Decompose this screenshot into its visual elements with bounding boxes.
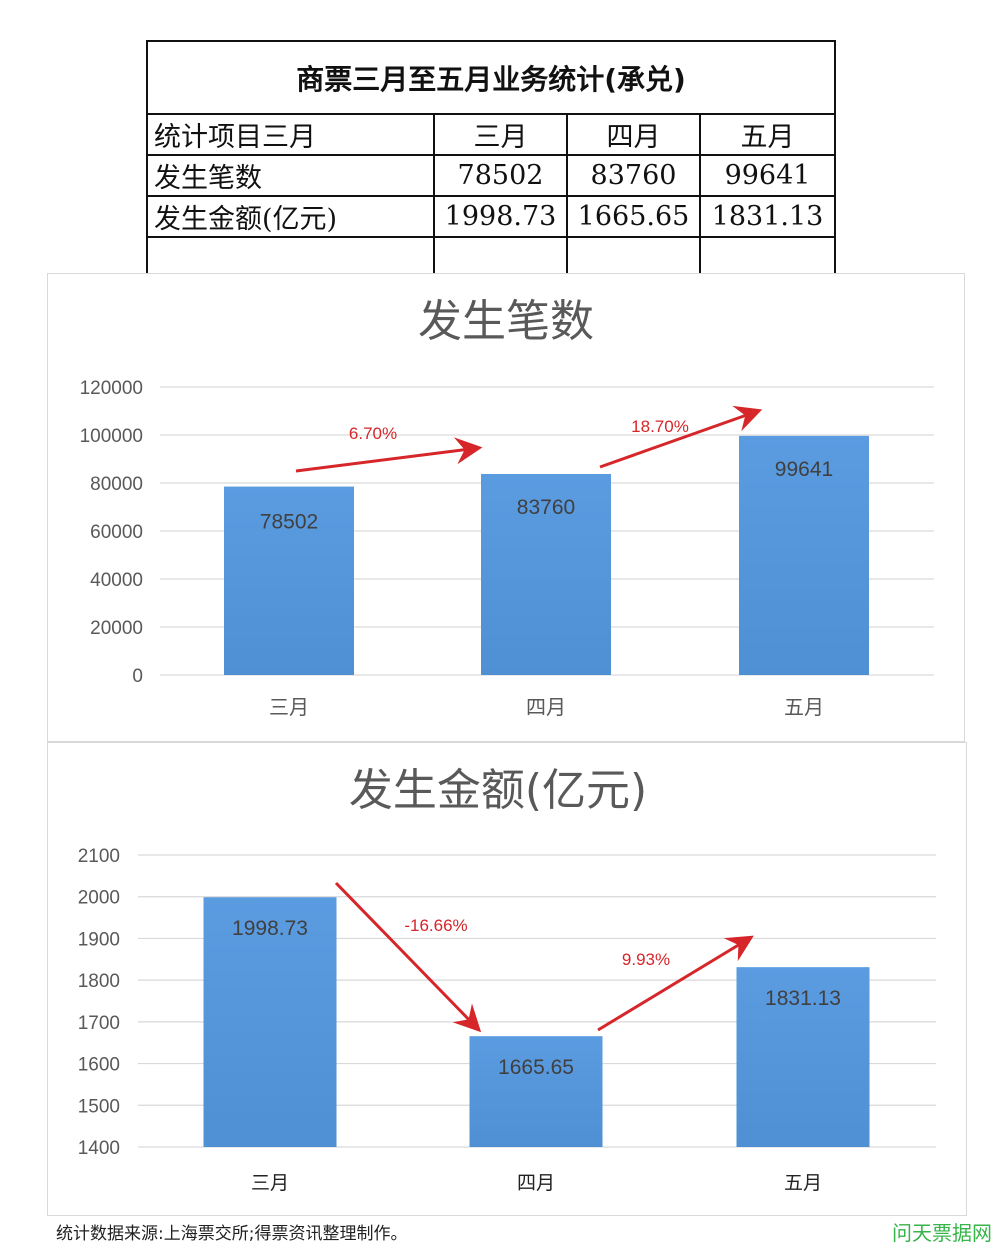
table-row: 发生笔数 78502 83760 99641 [146, 154, 837, 197]
statistics-table: 商票三月至五月业务统计(承兑) 统计项目三月 三月 四月 五月 发生笔数 785… [145, 40, 837, 275]
table-cell: 99641 [698, 154, 837, 197]
growth-rate-label: -16.66% [404, 916, 467, 935]
data-label: 1831.13 [765, 987, 841, 1010]
y-tick-label: 1800 [78, 971, 120, 992]
table-cell-empty [566, 236, 701, 275]
y-tick-label: 100000 [80, 426, 143, 447]
table-cell: 1831.13 [698, 195, 837, 238]
data-label: 83760 [517, 496, 575, 519]
y-tick-label: 1600 [78, 1055, 120, 1076]
amount-bar-chart: 发生金额(亿元) 1400 1500 1600 1700 1800 1900 2000 2100… [78, 765, 936, 1194]
y-tick-label: 60000 [90, 522, 143, 543]
table-header-cell: 四月 [566, 113, 701, 156]
growth-arrow [295, 437, 483, 473]
bar [224, 486, 354, 675]
category-label: 五月 [784, 1172, 822, 1194]
table-title: 商票三月至五月业务统计(承兑) [145, 40, 837, 115]
count-chart-panel: 发生笔数 0 20000 40000 60000 80000 100000 120000 785… [47, 273, 965, 742]
y-tick-label: 1900 [78, 929, 120, 950]
amount-chart-panel: 发生金额(亿元) 1400 1500 1600 1700 1800 1900 2000 2100… [47, 742, 967, 1216]
table-row-empty [146, 236, 837, 275]
count-bar-chart: 发生笔数 0 20000 40000 60000 80000 100000 120000 785… [80, 296, 934, 719]
table-header-cell: 五月 [698, 113, 837, 156]
y-tick-label: 1500 [78, 1096, 120, 1117]
growth-arrow [599, 405, 763, 469]
data-label: 1998.73 [232, 917, 308, 940]
category-label: 三月 [251, 1172, 289, 1194]
category-label: 四月 [517, 1172, 555, 1194]
table-cell: 1665.65 [566, 195, 701, 238]
bar [739, 435, 869, 675]
bar [736, 967, 870, 1147]
watermark-logo-text: 问天票据网 [892, 1221, 992, 1245]
y-tick-label: 120000 [80, 378, 143, 399]
y-tick-label: 40000 [90, 570, 143, 591]
table-row-label: 发生金额(亿元) [146, 195, 435, 238]
table-cell: 1998.73 [433, 195, 568, 238]
table-cell-empty [433, 236, 568, 275]
y-tick-label: 2100 [78, 846, 120, 867]
table-cell: 78502 [433, 154, 568, 197]
table-header-row: 统计项目三月 三月 四月 五月 [146, 113, 837, 156]
bar [481, 473, 611, 675]
data-label: 99641 [775, 458, 833, 481]
category-label: 四月 [526, 695, 566, 719]
table-header-cell: 三月 [433, 113, 568, 156]
y-tick-label: 1400 [78, 1138, 120, 1159]
table-row-label: 发生笔数 [146, 154, 435, 197]
chart-title: 发生金额(亿元) [349, 765, 647, 816]
table-cell: 83760 [566, 154, 701, 197]
growth-arrow [334, 881, 482, 1033]
growth-rate-label: 6.70% [349, 424, 397, 443]
y-tick-label: 2000 [78, 888, 120, 909]
growth-rate-label: 18.70% [631, 417, 689, 436]
table-cell-empty [146, 236, 435, 275]
table-title-row: 商票三月至五月业务统计(承兑) [145, 40, 837, 115]
y-tick-label: 80000 [90, 474, 143, 495]
data-source-note: 统计数据来源:上海票交所;得票资讯整理制作。 [56, 1224, 408, 1244]
data-label: 1665.65 [498, 1056, 574, 1079]
bar [203, 897, 337, 1147]
growth-rate-label: 9.93% [622, 950, 670, 969]
y-tick-label: 20000 [90, 618, 143, 639]
growth-arrow [597, 935, 754, 1032]
chart-title: 发生笔数 [418, 296, 594, 347]
table-cell-empty [698, 236, 837, 275]
data-label: 78502 [260, 511, 318, 534]
y-tick-label: 1700 [78, 1013, 120, 1034]
table-header-cell: 统计项目三月 [146, 113, 435, 156]
category-label: 三月 [269, 695, 309, 719]
bar [469, 1036, 603, 1147]
category-label: 五月 [784, 695, 824, 719]
table-row: 发生金额(亿元) 1998.73 1665.65 1831.13 [146, 195, 837, 238]
y-tick-label: 0 [132, 666, 143, 687]
